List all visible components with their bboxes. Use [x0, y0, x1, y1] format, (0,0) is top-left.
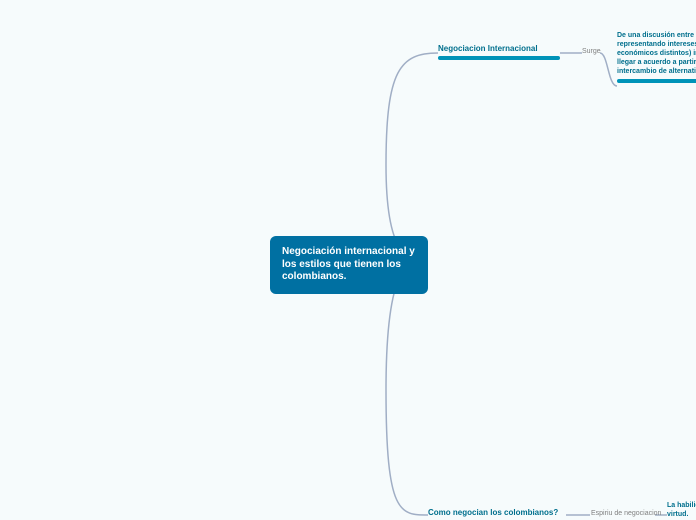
mindmap-canvas[interactable]: Negociación internacional y los estilos … — [0, 0, 696, 520]
topic2-detail[interactable]: La habilidad se considera una virtud. — [667, 501, 696, 520]
topic2-label: Como negocian los colombianos? — [428, 508, 566, 517]
connector-center-topic1 — [386, 53, 438, 260]
topic1-link-label: Surge — [582, 48, 601, 56]
topic2-detail-text: La habilidad se considera una virtud. — [667, 501, 696, 519]
topic-negociacion-internacional[interactable]: Negociacion Internacional — [438, 44, 560, 60]
topic-como-negocian[interactable]: Como negocian los colombianos? — [428, 508, 566, 520]
topic1-underline — [438, 56, 560, 60]
topic2-link-label: Espiriu de negociacion — [591, 510, 661, 518]
topic1-detail-underline — [617, 79, 696, 83]
topic1-detail[interactable]: De una discusión entre personas ( repres… — [617, 31, 696, 83]
topic1-label: Negociacion Internacional — [438, 44, 560, 53]
connector-surge-detail — [600, 53, 617, 86]
connector-center-topic2 — [386, 260, 428, 515]
topic1-detail-text: De una discusión entre personas ( repres… — [617, 31, 696, 76]
center-node[interactable]: Negociación internacional y los estilos … — [270, 236, 428, 294]
